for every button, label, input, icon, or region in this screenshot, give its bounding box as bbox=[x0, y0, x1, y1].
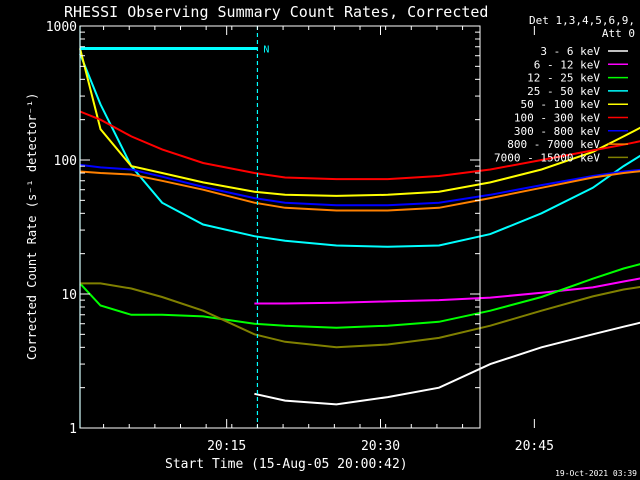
legend-header-line-2: Att 0 bbox=[602, 27, 635, 40]
legend-entry-label: 100 - 300 keV bbox=[514, 112, 600, 125]
series-line bbox=[79, 170, 640, 212]
legend-entry-label: 3 - 6 keV bbox=[540, 45, 600, 58]
y-tick-label: 1 bbox=[69, 422, 77, 437]
legend-entry-label: 12 - 25 keV bbox=[527, 72, 600, 85]
x-axis-label: Start Time (15-Aug-05 20:00:42) bbox=[165, 457, 408, 472]
footer-date: 19-Oct-2021 03:39 bbox=[555, 469, 637, 478]
series-line bbox=[80, 282, 640, 349]
y-tick-label: 100 bbox=[54, 154, 77, 169]
series-line bbox=[79, 48, 640, 197]
legend-entry-label: 7000 - 15000 keV bbox=[494, 151, 600, 164]
series-line bbox=[254, 321, 640, 406]
x-tick-label: 20:15 bbox=[207, 439, 246, 454]
series-line bbox=[79, 163, 640, 207]
series-line bbox=[254, 277, 640, 305]
series-line bbox=[79, 53, 640, 248]
legend-entry-label: 25 - 50 keV bbox=[527, 85, 600, 98]
x-tick-label: 20:45 bbox=[515, 439, 554, 454]
plot-frame bbox=[79, 25, 481, 429]
series-line bbox=[79, 110, 640, 181]
legend-entry-label: 800 - 7000 keV bbox=[507, 138, 600, 151]
y-axis-label: Corrected Count Rate (s⁻¹ detector⁻¹) bbox=[25, 93, 39, 360]
chart-title: RHESSI Observing Summary Count Rates, Co… bbox=[64, 3, 488, 21]
flag-label: N bbox=[263, 44, 269, 55]
series-line bbox=[79, 263, 640, 329]
legend-entry-label: 6 - 12 keV bbox=[534, 58, 601, 71]
x-tick-label: 20:30 bbox=[361, 439, 400, 454]
y-tick-label: 1000 bbox=[46, 20, 77, 35]
y-tick-label: 10 bbox=[61, 288, 77, 303]
legend-entry-label: 50 - 100 keV bbox=[521, 98, 601, 111]
legend-header-line-1: Det 1,3,4,5,6,9, bbox=[529, 14, 635, 27]
legend-entry-label: 300 - 800 keV bbox=[514, 125, 600, 138]
